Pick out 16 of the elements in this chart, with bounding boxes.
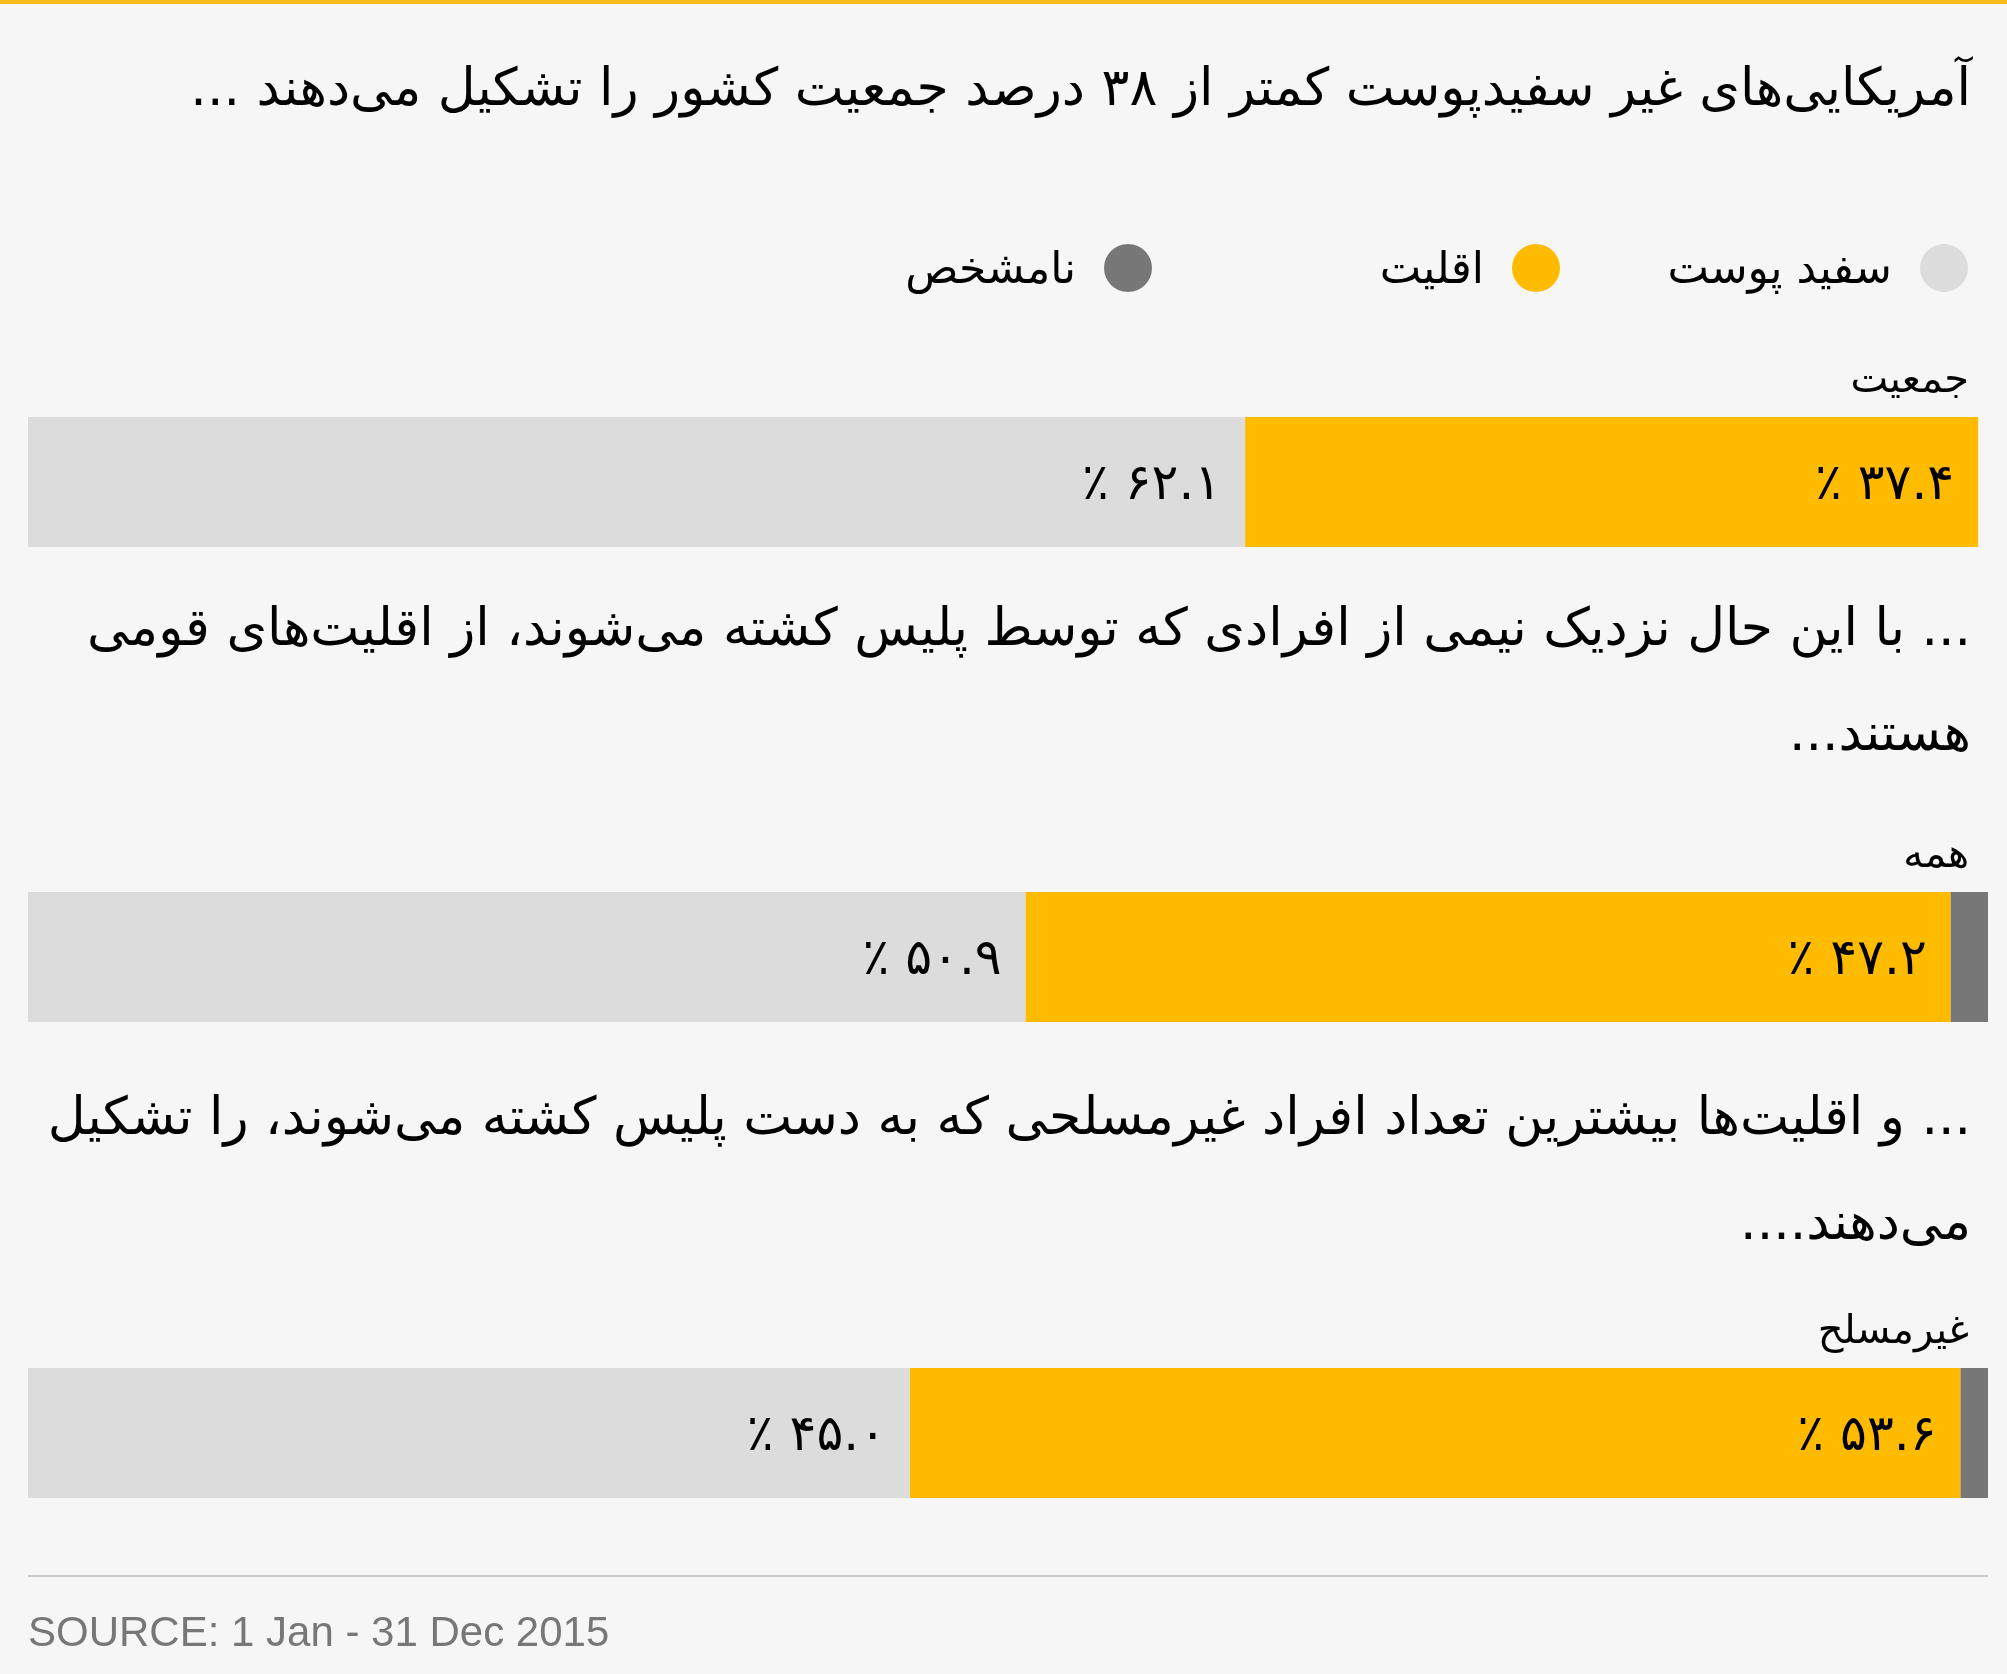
data-label: ۳۷.۴ ٪	[1814, 452, 1955, 513]
chart-title: ... با این حال نزدیک نیمی از افرادی که توسط پلیس کشته می‌شوند، از اقلیت‌های قومی هستند...	[86, 597, 1971, 762]
y-tick-label: جمعیت	[1850, 354, 1969, 403]
y-tick-label: همه	[1903, 829, 1969, 878]
chart-title: ... و اقلیت‌ها بیشترین تعداد افراد غیرمسلحی که به دست پلیس کشته می‌شوند، را تشکیل می‌دهند....	[47, 1086, 1971, 1251]
legend-label: سفید پوست	[1667, 241, 1892, 296]
data-label: ۵۳.۶ ٪	[1797, 1403, 1937, 1464]
legend-label: اقلیت	[1379, 241, 1484, 295]
data-label: ۴۷.۲ ٪	[1787, 927, 1927, 988]
source-note: SOURCE: 1 Jan - 31 Dec 2015	[28, 1607, 610, 1657]
chart-title: آمریکایی‌های غیر سفیدپوست کمتر از ۳۸ درصد جمعیت کشور را تشکیل می‌دهند ...	[190, 57, 1971, 117]
data-label: ۶۲.۱ ٪	[1081, 452, 1222, 513]
data-label: ۵۰.۹ ٪	[862, 927, 1002, 988]
legend-label: نامشخص	[905, 241, 1076, 296]
y-tick-label: غیرمسلح	[1817, 1305, 1969, 1355]
data-label: ۴۵.۰ ٪	[746, 1403, 886, 1464]
